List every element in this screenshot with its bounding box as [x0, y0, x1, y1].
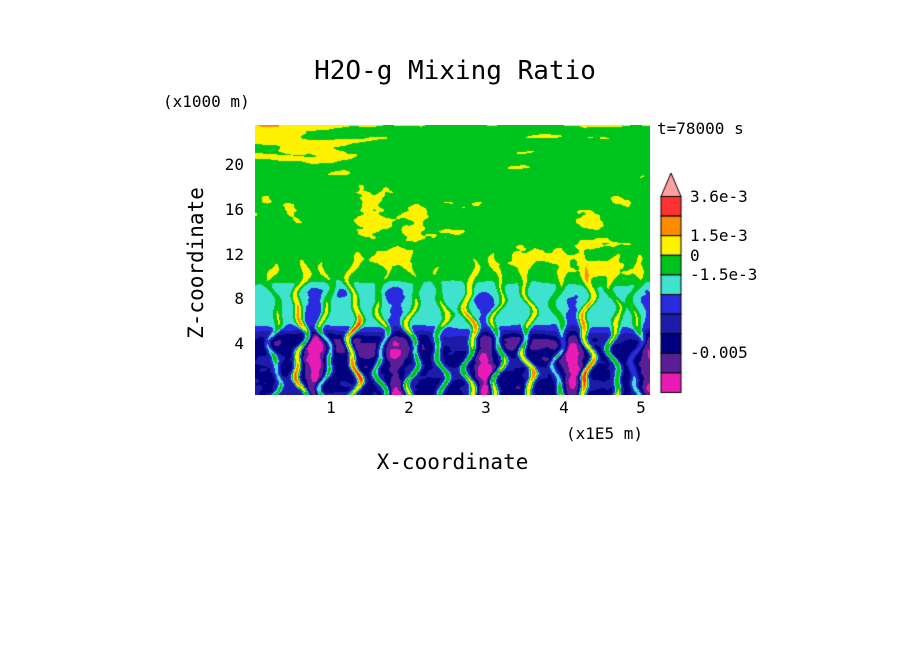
y-tick-16: 16 — [224, 200, 244, 219]
x-tick-3: 3 — [481, 398, 491, 417]
y-axis-label: Z-coordinate — [184, 187, 208, 339]
x-tick-4: 4 — [559, 398, 569, 417]
x-axis-label: X-coordinate — [376, 450, 529, 474]
y-tick-8: 8 — [234, 289, 244, 308]
colorbar — [659, 172, 683, 394]
time-label: t=78000 s — [657, 119, 744, 138]
colorbar-label-pos: 1.5e-3 — [690, 226, 748, 245]
y-tick-20: 20 — [224, 155, 244, 174]
y-tick-4: 4 — [234, 334, 244, 353]
colorbar-label-min: -0.005 — [690, 343, 748, 362]
colorbar-label-zero: 0 — [690, 246, 700, 265]
x-axis-unit: (x1E5 m) — [566, 424, 644, 443]
y-axis-unit: (x1000 m) — [163, 92, 250, 111]
x-tick-2: 2 — [404, 398, 414, 417]
x-tick-5: 5 — [636, 398, 646, 417]
colorbar-label-max: 3.6e-3 — [690, 187, 748, 206]
contour-field-canvas — [255, 125, 650, 395]
y-tick-12: 12 — [224, 245, 244, 264]
x-tick-1: 1 — [326, 398, 336, 417]
colorbar-label-neg: -1.5e-3 — [690, 265, 758, 284]
page-title: H2O-g Mixing Ratio — [314, 56, 596, 86]
